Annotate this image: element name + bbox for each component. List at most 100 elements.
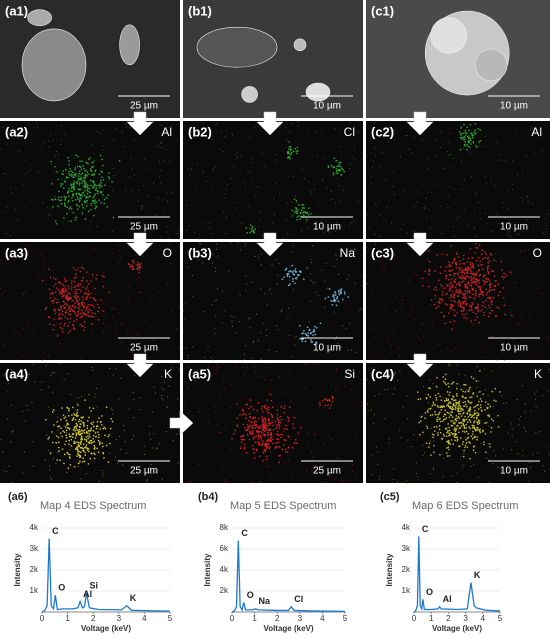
map-dot [477,428,478,429]
map-dot [148,358,149,359]
map-dot [397,482,398,483]
map-dot [231,438,232,439]
map-dot [545,151,546,152]
map-dot [302,332,303,333]
map-dot [452,475,453,476]
map-dot [453,158,454,159]
map-dot [254,421,255,422]
map-dot [283,407,284,408]
map-dot [80,284,81,285]
map-dot [451,409,452,410]
map-dot [286,440,287,441]
map-dot [324,444,325,445]
map-dot [78,267,79,268]
map-dot [500,154,501,155]
map-dot [465,134,466,135]
map-dot [78,432,79,433]
map-dot [95,201,96,202]
map-dot [457,274,458,275]
map-dot [411,446,412,447]
map-dot [288,157,289,158]
map-dot [282,449,283,450]
map-dot [255,228,256,229]
map-dot [74,291,75,292]
map-dot [214,300,215,301]
map-dot [448,446,449,447]
map-dot [95,208,96,209]
map-dot [310,301,311,302]
map-dot [524,250,525,251]
map-dot [79,184,80,185]
map-dot [218,256,219,257]
map-dot [314,326,315,327]
map-dot [102,194,103,195]
map-dot [477,265,478,266]
map-dot [289,158,290,159]
map-dot [219,149,220,150]
map-dot [31,333,32,334]
map-dot [12,432,13,433]
map-dot [163,399,164,400]
map-dot [262,411,263,412]
map-dot [448,262,449,263]
map-dot [90,170,91,171]
map-dot [116,335,117,336]
map-dot [77,404,78,405]
map-dot [252,445,253,446]
map-dot [424,418,425,419]
map-dot [137,267,138,268]
map-dot [488,316,489,317]
map-dot [138,190,139,191]
map-dot [74,169,75,170]
map-dot [525,404,526,405]
map-dot [453,297,454,298]
scale-label: 10 µm [313,101,341,112]
map-dot [98,452,99,453]
map-dot [543,465,544,466]
map-dot [477,304,478,305]
map-dot [402,296,403,297]
map-dot [101,185,102,186]
map-dot [445,266,446,267]
map-dot [93,426,94,427]
map-dot [235,208,236,209]
map-dot [451,329,452,330]
map-dot [75,295,76,296]
map-dot [84,399,85,400]
map-dot [49,289,50,290]
map-dot [446,417,447,418]
map-dot [450,406,451,407]
map-dot [429,270,430,271]
map-dot [459,290,460,291]
map-dot [89,443,90,444]
map-dot [460,410,461,411]
map-dot [139,397,140,398]
map-dot [103,130,104,131]
map-dot [173,440,174,441]
map-dot [118,398,119,399]
map-dot [343,190,344,191]
element-label: Si [344,367,355,381]
map-dot [81,179,82,180]
peak-label: C [52,526,59,536]
map-dot [417,391,418,392]
map-dot [471,396,472,397]
map-dot [79,429,80,430]
map-dot [19,335,20,336]
map-dot [474,281,475,282]
map-dot [466,149,467,150]
map-dot [202,223,203,224]
map-dot [418,191,419,192]
map-dot [64,431,65,432]
map-dot [262,424,263,425]
map-dot [50,293,51,294]
map-dot [486,422,487,423]
map-dot [225,194,226,195]
map-dot [489,283,490,284]
map-dot [63,188,64,189]
map-dot [85,310,86,311]
map-dot [55,156,56,157]
map-dot [507,235,508,236]
map-dot [389,442,390,443]
map-dot [548,390,549,391]
